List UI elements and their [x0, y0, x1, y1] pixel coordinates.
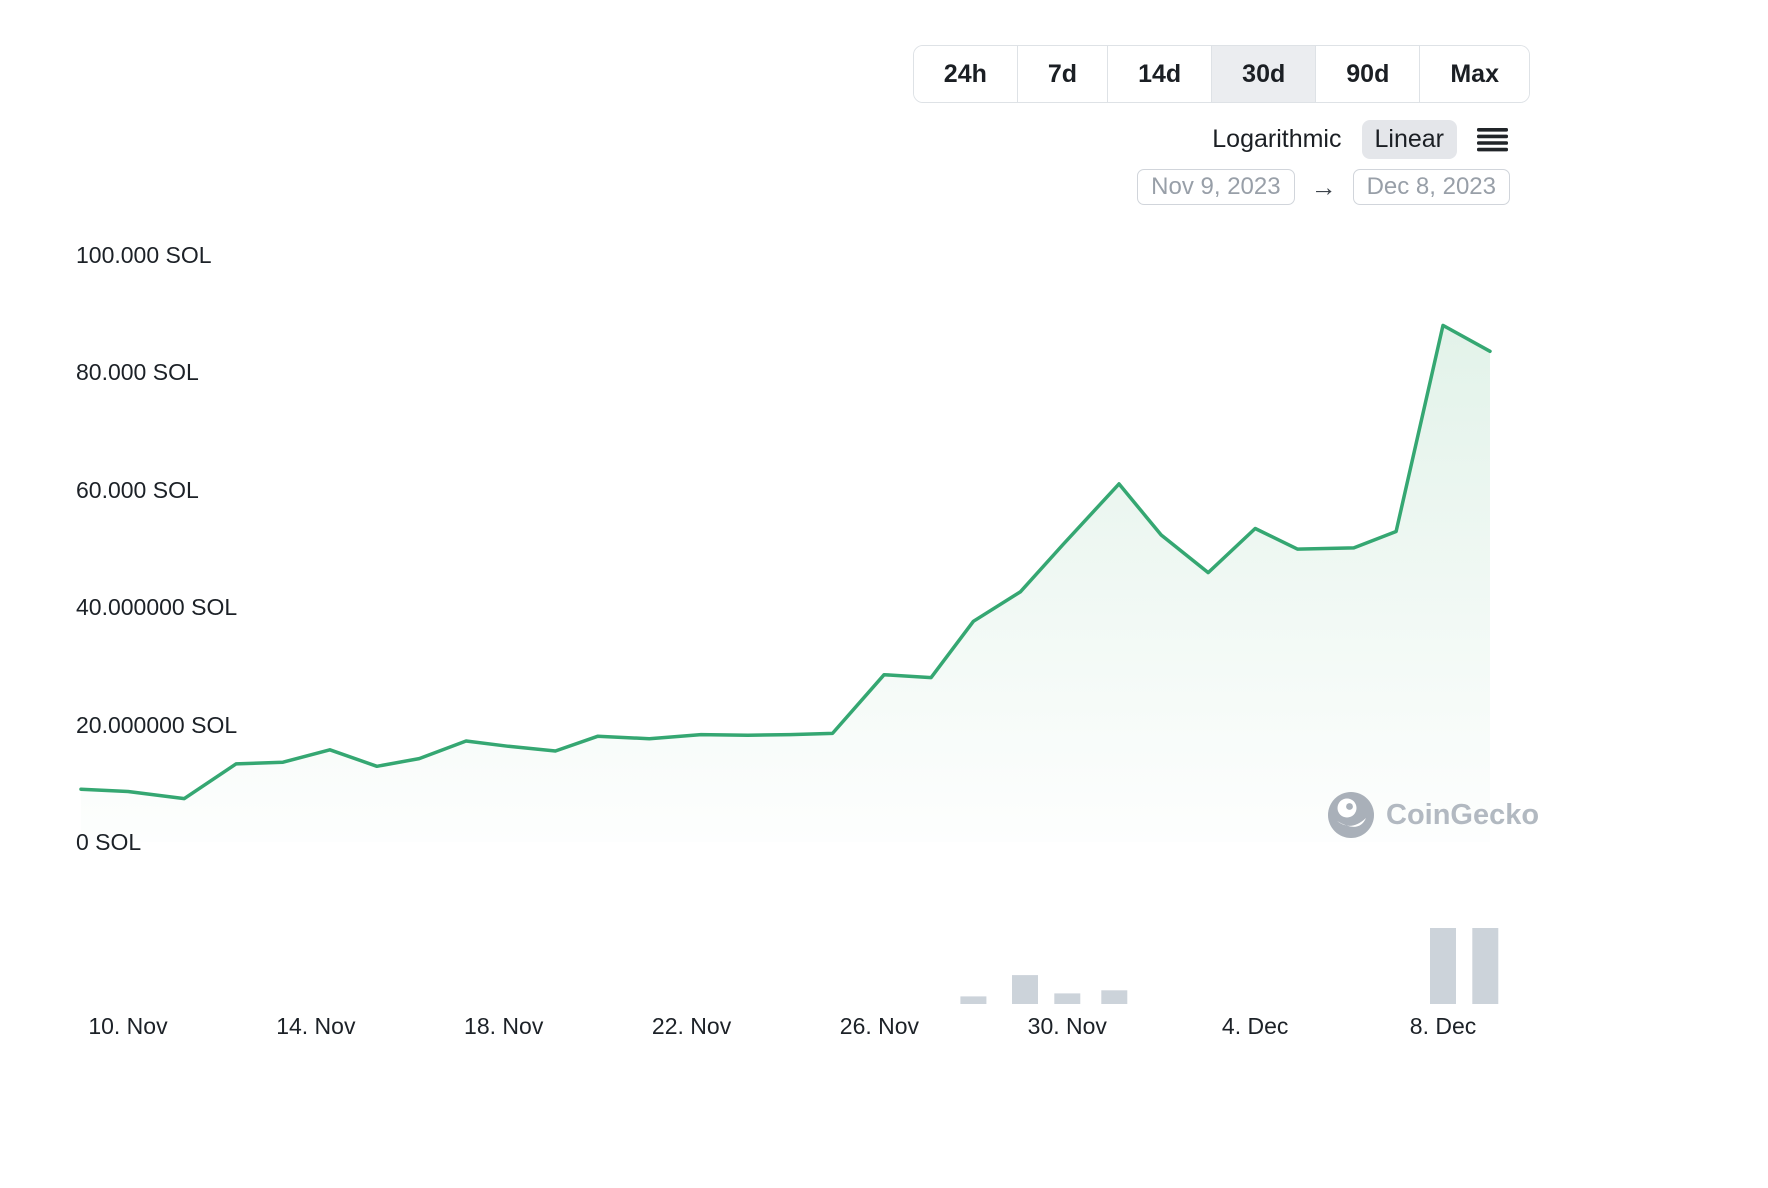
volume-bar [1054, 993, 1081, 1004]
volume-bar [1101, 990, 1128, 1004]
range-button-max[interactable]: Max [1419, 46, 1529, 102]
x-axis-label: 26. Nov [839, 1013, 920, 1039]
y-axis-label: 0 SOL [76, 829, 142, 855]
arrow-right-icon: → [1310, 171, 1337, 202]
x-axis-label: 4. Dec [1221, 1013, 1289, 1039]
x-axis-label: 30. Nov [1027, 1013, 1107, 1039]
scale-logarithmic-button[interactable]: Logarithmic [1212, 125, 1342, 153]
range-button-14d[interactable]: 14d [1107, 46, 1212, 102]
x-axis-label: 10. Nov [88, 1013, 168, 1039]
volume-bar [1012, 975, 1038, 1004]
y-axis-label: 40.000000 SOL [76, 594, 238, 621]
x-axis-label: 18. Nov [464, 1013, 544, 1039]
y-axis-label: 80.000 SOL [76, 359, 199, 386]
range-button-30d[interactable]: 30d [1211, 46, 1316, 102]
price-line [79, 323, 1492, 801]
coingecko-watermark-label: CoinGecko [1386, 798, 1540, 831]
date-to-input[interactable]: Dec 8, 2023 [1352, 169, 1510, 205]
volume-bar [960, 996, 987, 1004]
x-axis-label: 22. Nov [651, 1013, 732, 1039]
coingecko-logo-icon [1328, 792, 1374, 838]
range-button-90d[interactable]: 90d [1315, 46, 1420, 102]
y-axis-label: 60.000 SOL [76, 476, 199, 503]
date-range-row: Nov 9, 2023 → Dec 8, 2023 [1137, 169, 1510, 205]
range-button-24h[interactable]: 24h [913, 46, 1017, 102]
scale-linear-button[interactable]: Linear [1361, 120, 1457, 159]
chart-menu-icon[interactable] [1477, 127, 1508, 152]
x-axis-label: 14. Nov [276, 1013, 356, 1039]
volume-bar [1472, 928, 1499, 1004]
y-axis-label: 100.000 SOL [76, 242, 212, 268]
x-axis-label: 8. Dec [1409, 1013, 1477, 1039]
range-button-7d[interactable]: 7d [1016, 46, 1108, 102]
volume-bar [1430, 928, 1456, 1004]
y-axis-label: 20.000000 SOL [76, 711, 238, 738]
date-from-input[interactable]: Nov 9, 2023 [1137, 169, 1295, 205]
coingecko-watermark: CoinGecko [1328, 792, 1539, 838]
scale-toggle-row: Logarithmic Linear [1212, 120, 1508, 159]
range-button-group: 24h 7d 14d 30d 90d Max [912, 45, 1530, 103]
price-area-fill [81, 325, 1490, 842]
